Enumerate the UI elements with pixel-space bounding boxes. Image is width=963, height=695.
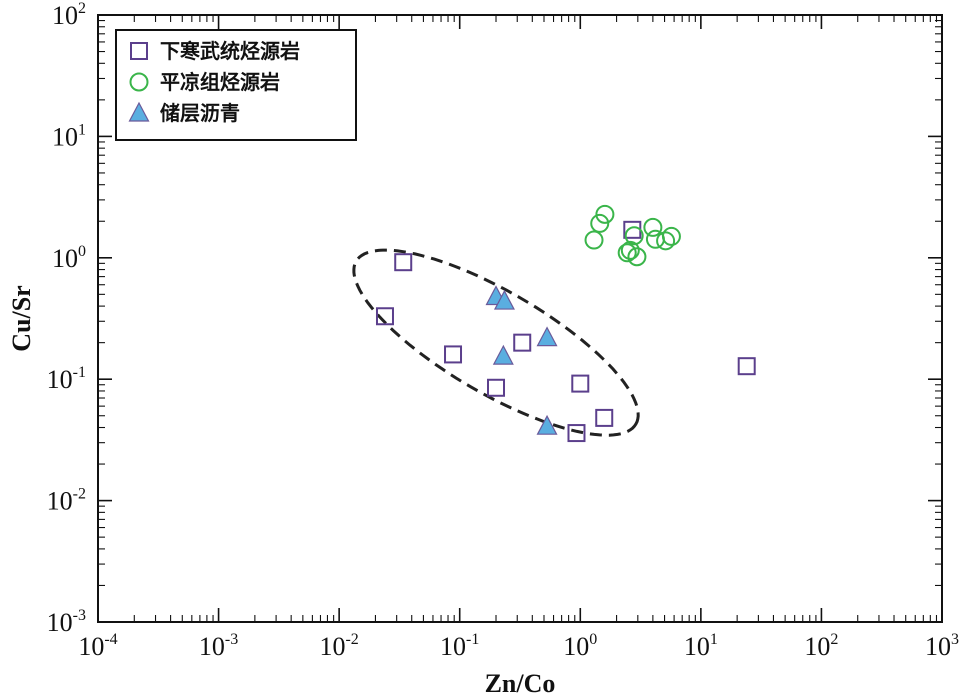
data-point-square [595, 408, 614, 427]
data-point-square [487, 378, 506, 397]
y-tick-label: 101 [52, 121, 86, 151]
x-tick-label: 10-2 [319, 631, 358, 661]
series-2 [485, 285, 558, 435]
x-tick-label: 10-4 [78, 631, 117, 661]
data-point-triangle [493, 289, 515, 310]
y-tick-label: 10-3 [47, 607, 86, 637]
data-point-triangle [536, 414, 558, 435]
series-1 [584, 204, 681, 267]
legend-marker-square [130, 42, 148, 60]
data-point-circle [595, 204, 615, 224]
data-point-circle [661, 226, 681, 246]
minor-ticks [98, 15, 942, 622]
legend-box [115, 29, 357, 141]
data-point-square [444, 345, 463, 364]
points-layer [375, 204, 756, 443]
plot-frame [97, 14, 943, 623]
data-point-square [394, 253, 413, 272]
y-tick-label: 102 [52, 0, 86, 30]
legend-label: 储层沥青 [160, 101, 240, 125]
data-point-triangle [492, 344, 514, 365]
annotation-layer [352, 248, 640, 437]
legend-label: 平凉组烃源岩 [160, 70, 280, 94]
data-point-circle [590, 213, 610, 233]
y-tick-label: 10-1 [47, 364, 86, 394]
data-point-circle [656, 231, 676, 251]
data-point-circle [624, 226, 644, 246]
legend-label: 下寒武统烃源岩 [160, 39, 300, 63]
x-tick-label: 103 [925, 631, 959, 661]
x-tick-label: 10-3 [199, 631, 238, 661]
data-point-triangle [536, 326, 558, 347]
y-tick-label: 100 [52, 243, 86, 273]
x-tick-label: 10-1 [440, 631, 479, 661]
data-point-circle [584, 230, 604, 250]
data-point-square [737, 357, 756, 376]
major-ticks [97, 14, 943, 623]
x-axis-title: Zn/Co [485, 669, 556, 695]
series-0 [375, 220, 756, 443]
data-point-circle [617, 243, 637, 263]
x-tick-label: 100 [563, 631, 597, 661]
data-point-square [571, 374, 590, 393]
y-tick-label: 10-2 [47, 486, 86, 516]
x-tick-label: 102 [804, 631, 838, 661]
x-tick-labels: 10-4 10-3 10-2 10-1 100 101 102 103 [78, 631, 959, 661]
data-point-circle [627, 247, 647, 267]
data-point-circle [620, 240, 640, 260]
data-point-square [513, 333, 532, 352]
y-axis-title: Cu/Sr [7, 285, 36, 351]
data-point-square [567, 424, 586, 443]
legend-marker-circle [129, 72, 149, 92]
data-point-square [375, 307, 394, 326]
dashed-ellipse [352, 248, 640, 437]
data-point-circle [643, 217, 663, 237]
x-tick-label: 101 [684, 631, 718, 661]
legend-marker-triangle [128, 101, 150, 122]
y-tick-labels: 10-3 10-2 10-1 100 101 102 [47, 0, 86, 637]
